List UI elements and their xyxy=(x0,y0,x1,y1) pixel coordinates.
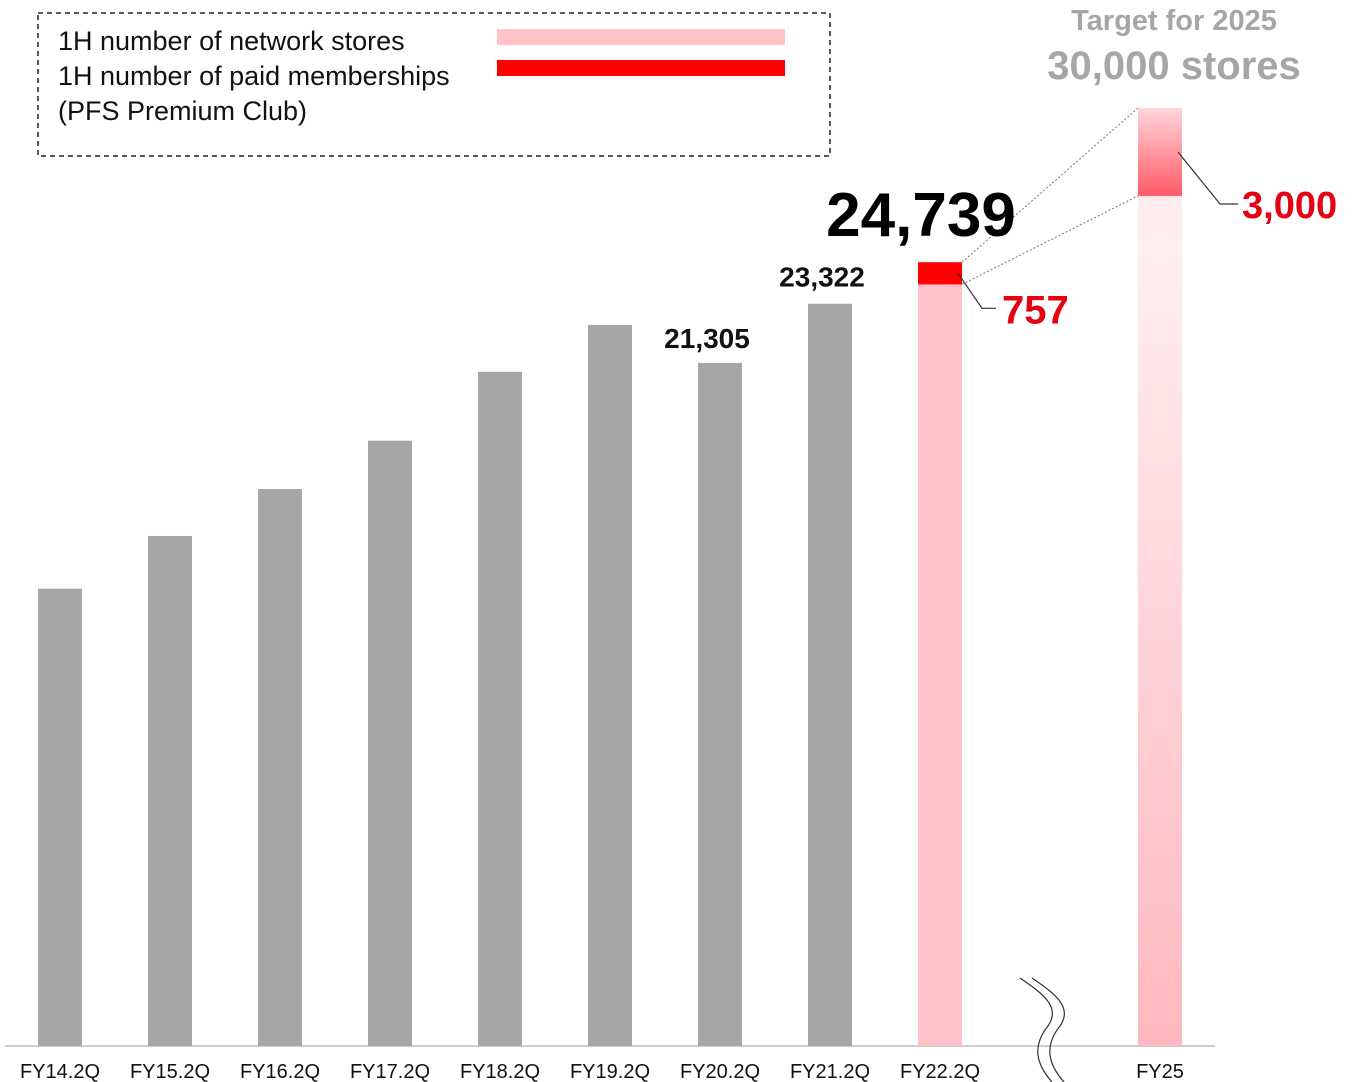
legend: 1H number of network stores 1H number of… xyxy=(37,12,831,157)
bar-fy17-2q xyxy=(368,440,412,1046)
target-title: Target for 2025 xyxy=(1071,5,1277,37)
callout-leader-fy25-paid xyxy=(1177,151,1238,205)
tick-label-fy18-2q: FY18.2Q xyxy=(460,1061,540,1082)
legend-label-paid-memberships: 1H number of paid memberships xyxy=(58,61,450,91)
callout-leader-fy22-paid xyxy=(957,272,996,309)
callouts-layer xyxy=(957,107,1238,309)
bar-fy15-2q xyxy=(148,535,192,1046)
bar-fy19-2q xyxy=(588,324,632,1047)
bar-fy18-2q xyxy=(478,371,522,1046)
data-label-fy22-2q: 24,739 xyxy=(826,181,1016,250)
bar-fy21-2q xyxy=(808,303,852,1046)
data-label-fy22-paid: 757 xyxy=(1002,288,1069,332)
bar-fy14-2q xyxy=(38,588,82,1046)
labels-layer: FY14.2Q FY15.2Q FY16.2Q FY17.2Q FY18.2Q FY19.… xyxy=(20,181,1337,1082)
bar-fy25 xyxy=(1138,108,1182,1046)
tick-label-fy21-2q: FY21.2Q xyxy=(790,1061,870,1082)
data-label-fy25-paid: 3,000 xyxy=(1242,185,1337,227)
legend-label-network-stores: 1H number of network stores xyxy=(58,26,405,56)
paid-segment-fy22-2q xyxy=(918,262,962,285)
tick-label-fy15-2q: FY15.2Q xyxy=(130,1061,210,1082)
data-label-fy21-2q: 23,322 xyxy=(779,262,865,293)
tick-label-fy22-2q: FY22.2Q xyxy=(900,1061,980,1082)
bar-fy22-2q xyxy=(918,262,962,1046)
legend-swatch-paid-memberships xyxy=(497,60,785,76)
tick-label-fy25: FY25 xyxy=(1136,1061,1184,1082)
bars-layer xyxy=(38,108,1182,1047)
tick-label-fy17-2q: FY17.2Q xyxy=(350,1061,430,1082)
tick-label-fy19-2q: FY19.2Q xyxy=(570,1061,650,1082)
projection-line-bottom xyxy=(961,195,1139,285)
bar-fy16-2q xyxy=(258,489,302,1046)
tick-label-fy20-2q: FY20.2Q xyxy=(680,1061,760,1082)
tick-label-fy16-2q: FY16.2Q xyxy=(240,1061,320,1082)
legend-swatch-network-stores xyxy=(497,29,785,45)
target-value: 30,000 stores xyxy=(1047,44,1301,88)
axis-break-mark xyxy=(1019,977,1066,1082)
data-label-fy20-2q: 21,305 xyxy=(664,323,750,354)
bar-fy20-2q xyxy=(698,362,742,1046)
legend-frame xyxy=(37,12,831,157)
projection-line-top xyxy=(961,107,1139,263)
legend-label-pfs-premium-club: (PFS Premium Club) xyxy=(58,96,307,126)
paid-segment-fy25 xyxy=(1138,108,1182,196)
tick-label-fy14-2q: FY14.2Q xyxy=(20,1061,100,1082)
